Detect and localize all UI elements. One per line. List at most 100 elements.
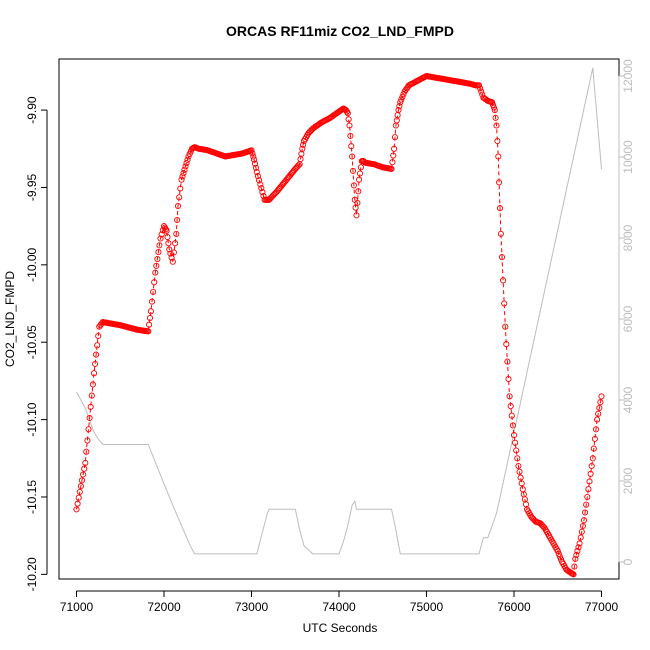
data-point	[344, 110, 351, 117]
data-point	[477, 85, 484, 92]
data-point	[158, 231, 165, 238]
data-point	[342, 107, 350, 114]
data-point	[589, 455, 596, 462]
data-point	[496, 205, 504, 212]
data-point	[489, 99, 496, 106]
y-axis-label: CO2_LND_FMPD	[3, 271, 17, 367]
data-point	[356, 176, 363, 183]
data-point	[174, 216, 181, 224]
data-point	[147, 308, 154, 315]
data-point	[254, 173, 261, 180]
x-tick-label: 76000	[497, 600, 531, 614]
data-point	[389, 159, 396, 166]
data-point	[513, 447, 520, 454]
data-point	[502, 323, 509, 330]
data-point	[569, 570, 576, 577]
x-tick-label: 75000	[410, 600, 444, 614]
data-point	[586, 478, 593, 485]
data-point	[89, 381, 96, 388]
data-point	[573, 551, 580, 559]
data-point	[249, 150, 256, 157]
data-point	[398, 96, 405, 103]
data-point	[505, 375, 512, 383]
data-point	[82, 459, 89, 466]
data-point	[475, 82, 483, 89]
data-point	[554, 548, 561, 555]
data-point	[478, 88, 485, 95]
data-point	[173, 230, 180, 237]
x-tick-label: 71000	[60, 600, 94, 614]
data-point	[598, 393, 605, 400]
data-point	[257, 181, 264, 188]
data-point	[248, 147, 255, 154]
data-point	[577, 534, 584, 541]
data-point	[576, 540, 583, 547]
data-point	[574, 548, 581, 555]
y-tick-label: -9.95	[25, 173, 39, 201]
data-point	[491, 107, 498, 114]
data-point	[584, 493, 591, 501]
data-point	[146, 321, 153, 328]
data-point	[347, 132, 354, 139]
data-point	[516, 468, 523, 475]
data-point	[579, 522, 586, 530]
data-point	[169, 258, 176, 265]
y-tick-label: -10.15	[25, 480, 39, 514]
y-tick-label: -10.10	[25, 402, 39, 436]
data-point	[154, 255, 161, 263]
y2-tick-label: 8000	[621, 224, 635, 251]
data-point	[84, 437, 91, 444]
data-point	[81, 465, 88, 472]
data-point	[150, 288, 157, 295]
data-point	[76, 488, 83, 495]
x-tick-label: 77000	[585, 600, 619, 614]
data-point	[146, 314, 154, 322]
data-point	[354, 199, 361, 206]
data-point	[163, 227, 170, 234]
data-point	[152, 269, 159, 276]
data-point	[357, 164, 364, 171]
data-point	[295, 162, 302, 169]
data-point	[258, 185, 265, 192]
data-point	[174, 202, 182, 210]
data-point	[167, 250, 174, 257]
data-point	[512, 439, 519, 446]
data-point	[594, 416, 601, 423]
data-point	[503, 341, 510, 348]
data-point	[156, 242, 163, 249]
data-point	[582, 509, 589, 516]
data-point	[596, 404, 603, 412]
data-point	[299, 145, 306, 152]
data-point	[77, 483, 84, 490]
data-point	[578, 528, 585, 535]
data-point	[73, 506, 80, 513]
data-point	[508, 412, 515, 419]
data-point	[497, 230, 504, 237]
data-point	[80, 471, 87, 478]
x-axis: 71000 72000 73000 74000 75000 76000 77000	[60, 590, 619, 614]
data-point	[498, 254, 506, 261]
data-point	[86, 414, 93, 422]
y-tick-label: -10.20	[25, 557, 39, 591]
altitude-series	[76, 67, 602, 555]
x-axis-label: UTC Seconds	[303, 621, 378, 635]
data-point	[75, 494, 82, 501]
data-point	[170, 249, 177, 256]
data-point	[555, 550, 562, 557]
data-point	[256, 177, 263, 184]
y2-tick-label: 2000	[621, 467, 635, 494]
data-point	[490, 104, 497, 111]
data-point	[350, 182, 357, 189]
data-point	[88, 392, 95, 399]
data-point	[355, 188, 362, 195]
data-point	[391, 145, 398, 152]
data-point	[183, 160, 190, 167]
data-point	[500, 277, 507, 284]
data-point	[178, 176, 185, 183]
data-point	[180, 170, 187, 177]
y-tick-label: -9.90	[25, 96, 39, 124]
data-point	[179, 173, 186, 180]
data-point	[388, 165, 395, 172]
data-point	[493, 122, 500, 129]
altitude-line	[76, 67, 602, 555]
